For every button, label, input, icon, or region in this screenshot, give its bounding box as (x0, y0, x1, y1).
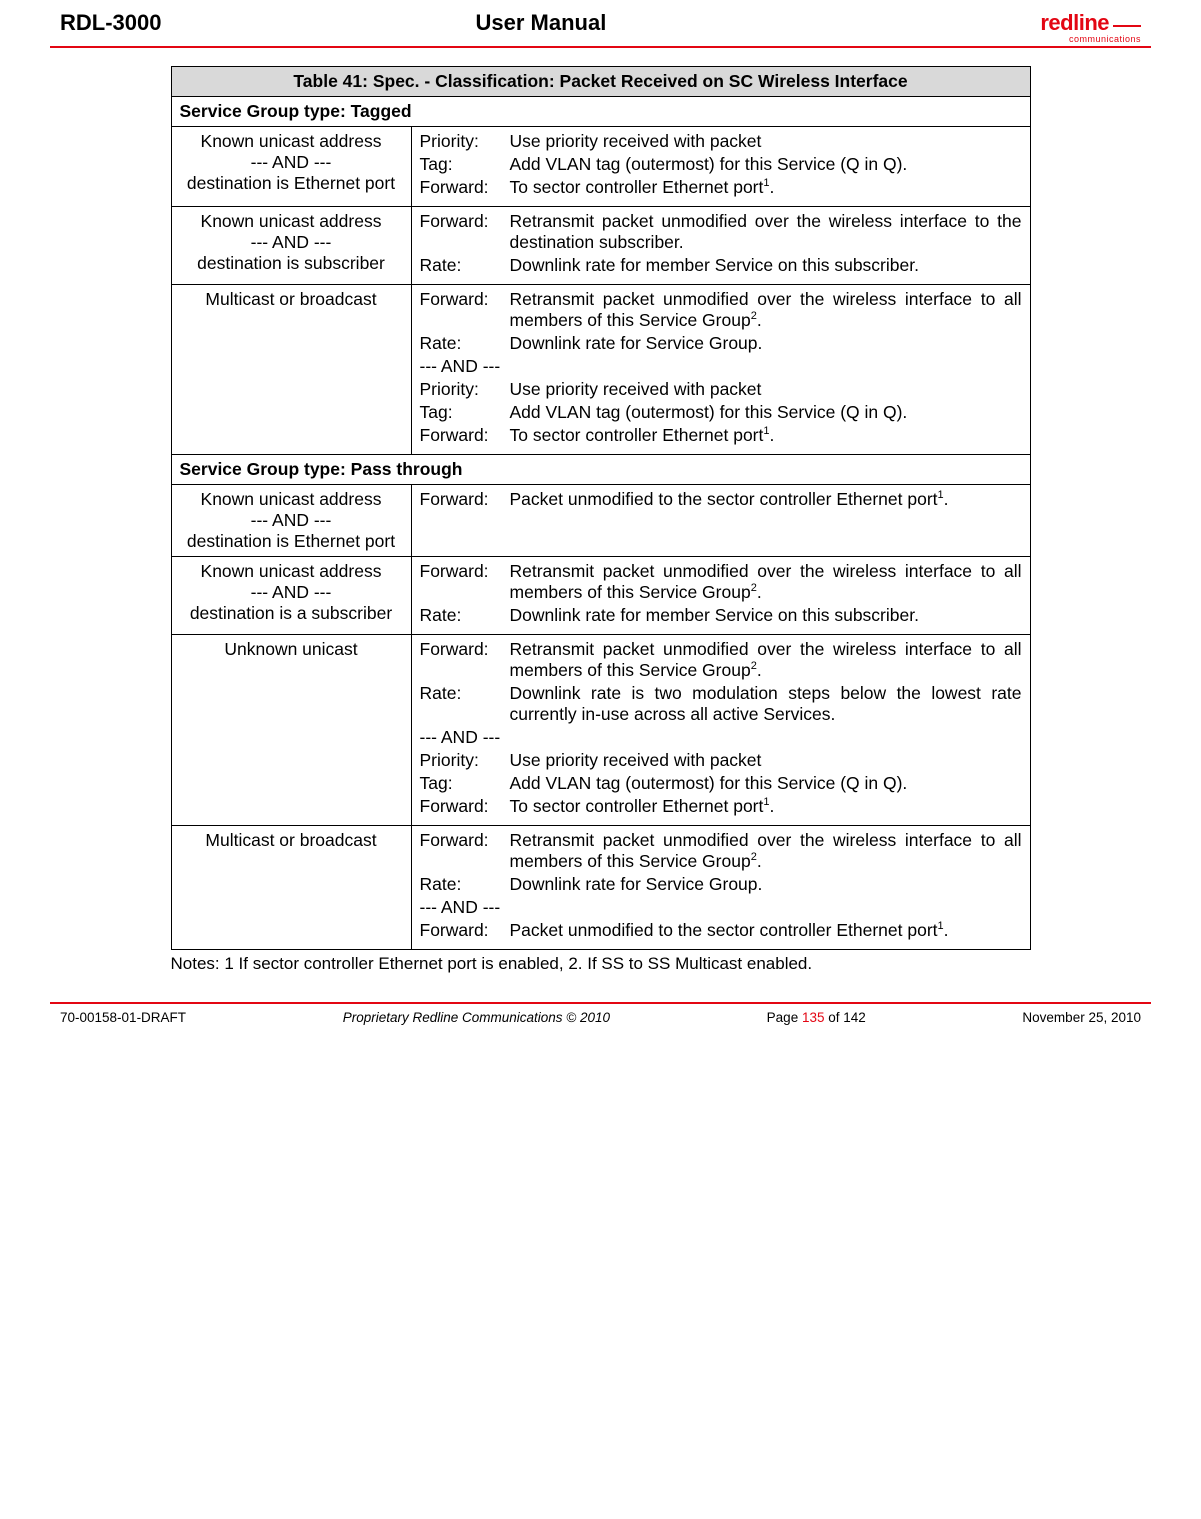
row-action: Forward:Retransmit packet unmodified ove… (411, 285, 1030, 455)
row-condition: Known unicast address --- AND --- destin… (171, 485, 411, 557)
spec-table: Table 41: Spec. - Classification: Packet… (171, 66, 1031, 950)
footer-docnum: 70-00158-01-DRAFT (60, 1010, 186, 1025)
section-passthrough: Service Group type: Pass through (171, 455, 1030, 485)
row-condition: Known unicast address --- AND --- destin… (171, 557, 411, 635)
row-action: Forward:Retransmit packet unmodified ove… (411, 207, 1030, 285)
table-row: Multicast or broadcast Forward:Retransmi… (171, 826, 1030, 950)
doc-title: User Manual (41, 10, 1040, 36)
header-rule (50, 46, 1151, 48)
row-condition: Known unicast address --- AND --- destin… (171, 207, 411, 285)
row-condition: Unknown unicast (171, 635, 411, 826)
footer-date: November 25, 2010 (1022, 1010, 1141, 1025)
row-action: Forward:Retransmit packet unmodified ove… (411, 826, 1030, 950)
section-tagged: Service Group type: Tagged (171, 97, 1030, 127)
row-action: Priority:Use priority received with pack… (411, 127, 1030, 207)
logo-text: redline (1040, 10, 1109, 35)
table-title-text: : Spec. - Classification: Packet Receive… (362, 71, 907, 91)
footer-rule (50, 1002, 1151, 1004)
table-row: Known unicast address --- AND --- destin… (171, 485, 1030, 557)
row-action: Forward:Retransmit packet unmodified ove… (411, 557, 1030, 635)
table-title: Table 41: Spec. - Classification: Packet… (171, 67, 1030, 97)
table-row: Known unicast address --- AND --- destin… (171, 127, 1030, 207)
row-condition: Multicast or broadcast (171, 826, 411, 950)
row-action: Forward:Retransmit packet unmodified ove… (411, 635, 1030, 826)
table-row: Multicast or broadcast Forward:Retransmi… (171, 285, 1030, 455)
table-notes: Notes: 1 If sector controller Ethernet p… (171, 954, 1031, 974)
footer-page: Page 135 of 142 (767, 1010, 866, 1025)
table-number: Table 41 (293, 71, 362, 91)
logo-line-icon (1113, 25, 1141, 27)
page-footer: 70-00158-01-DRAFT Proprietary Redline Co… (50, 1010, 1151, 1025)
logo: redline communications (1040, 10, 1141, 44)
row-action: Forward:Packet unmodified to the sector … (411, 485, 1030, 557)
row-condition: Known unicast address --- AND --- destin… (171, 127, 411, 207)
table-row: Known unicast address --- AND --- destin… (171, 207, 1030, 285)
footer-copyright: Proprietary Redline Communications © 201… (343, 1010, 610, 1025)
row-condition: Multicast or broadcast (171, 285, 411, 455)
page-header: RDL-3000 User Manual redline communicati… (50, 10, 1151, 46)
table-row: Known unicast address --- AND --- destin… (171, 557, 1030, 635)
table-row: Unknown unicast Forward:Retransmit packe… (171, 635, 1030, 826)
